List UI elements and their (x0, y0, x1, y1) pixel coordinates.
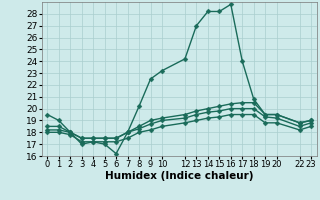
X-axis label: Humidex (Indice chaleur): Humidex (Indice chaleur) (105, 171, 253, 181)
